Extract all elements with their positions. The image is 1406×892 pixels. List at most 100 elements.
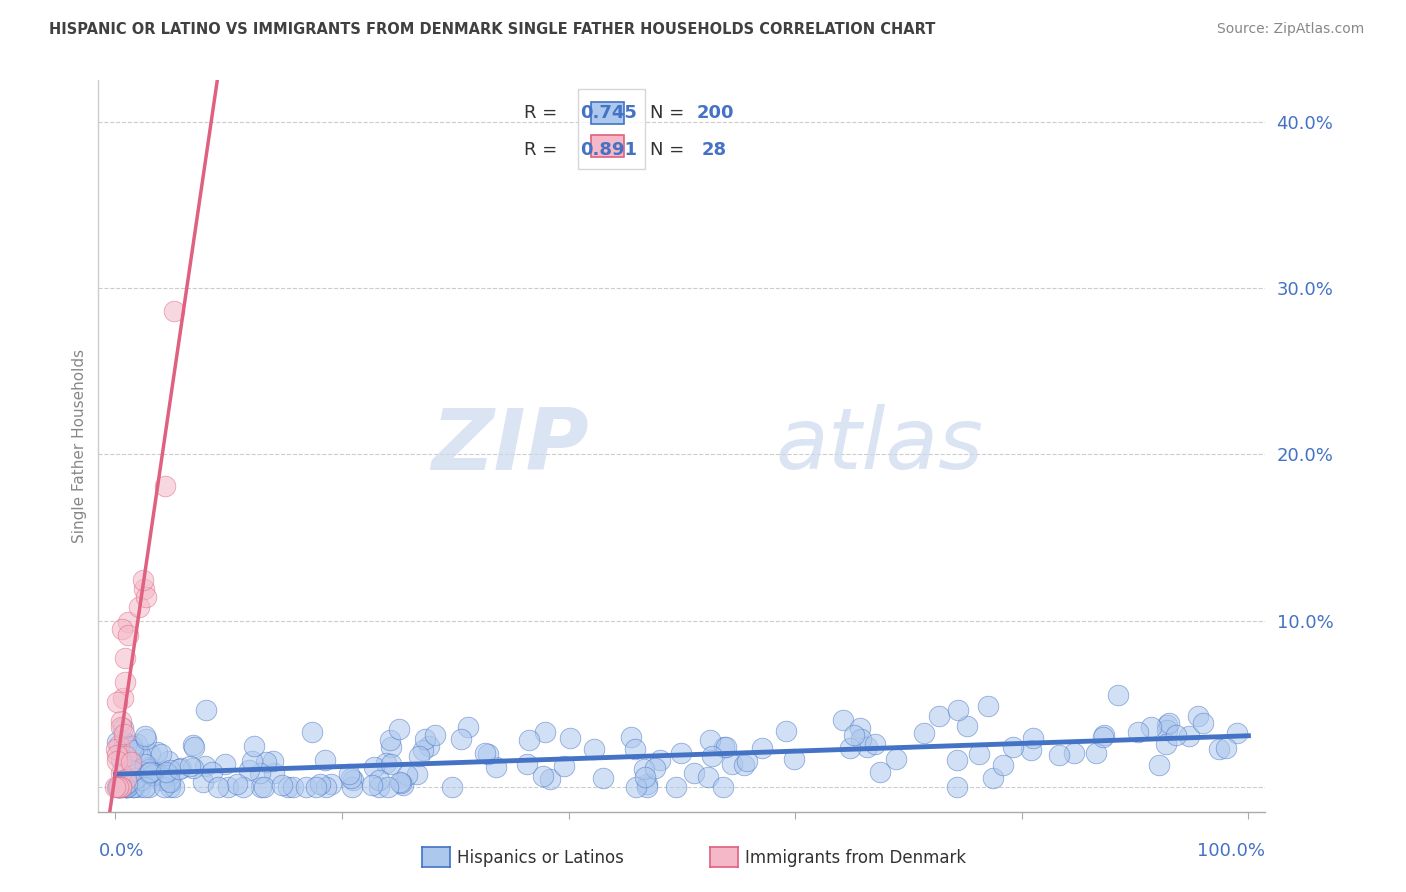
Point <box>538 772 561 786</box>
Text: N =: N = <box>651 141 690 159</box>
Point <box>1126 724 1149 739</box>
Point <box>713 739 735 754</box>
Point <box>153 479 176 493</box>
Point <box>592 771 614 785</box>
Point <box>134 757 156 772</box>
Point <box>912 726 935 740</box>
Point <box>928 709 950 723</box>
Point <box>283 780 305 794</box>
Point <box>115 776 138 790</box>
Y-axis label: Single Father Households: Single Father Households <box>72 349 87 543</box>
Point <box>250 780 273 794</box>
Point <box>1019 743 1042 757</box>
Point <box>1156 723 1178 737</box>
Text: Immigrants from Denmark: Immigrants from Denmark <box>745 849 966 867</box>
Text: 28: 28 <box>702 141 727 159</box>
Point <box>121 760 143 774</box>
Point <box>295 780 318 794</box>
Point <box>107 780 129 794</box>
Point <box>783 752 806 766</box>
Point <box>110 754 132 768</box>
Point <box>207 780 229 794</box>
Point <box>107 780 129 794</box>
Point <box>132 764 155 779</box>
Point <box>111 690 134 705</box>
Point <box>683 766 706 780</box>
Point <box>163 304 186 318</box>
Point <box>217 780 239 794</box>
Point <box>560 731 582 745</box>
Point <box>115 780 138 794</box>
Point <box>392 778 415 792</box>
Point <box>1192 715 1215 730</box>
Point <box>517 733 540 747</box>
Point <box>145 765 167 780</box>
Point <box>516 757 538 772</box>
Point <box>170 761 193 775</box>
Point <box>315 780 337 794</box>
Point <box>714 739 737 754</box>
Point <box>110 780 132 794</box>
Point <box>112 721 135 735</box>
Point <box>711 780 734 794</box>
Point <box>108 780 131 794</box>
Point <box>159 763 181 777</box>
Point <box>138 766 160 780</box>
Point <box>117 780 139 794</box>
Point <box>363 760 385 774</box>
Point <box>162 780 184 794</box>
Text: HISPANIC OR LATINO VS IMMIGRANTS FROM DENMARK SINGLE FATHER HOUSEHOLDS CORRELATI: HISPANIC OR LATINO VS IMMIGRANTS FROM DE… <box>49 22 935 37</box>
Text: 200: 200 <box>697 104 734 122</box>
Text: Source: ZipAtlas.com: Source: ZipAtlas.com <box>1216 22 1364 37</box>
Point <box>156 755 179 769</box>
Point <box>855 739 877 754</box>
Point <box>636 777 658 791</box>
Point <box>851 732 873 747</box>
Point <box>114 739 136 754</box>
Point <box>1215 740 1237 755</box>
Point <box>179 759 201 773</box>
Point <box>128 600 150 615</box>
Point <box>305 780 328 794</box>
Point <box>271 778 294 792</box>
Point <box>105 748 128 763</box>
Point <box>159 780 181 794</box>
Point <box>108 738 131 752</box>
Point <box>121 764 143 778</box>
Point <box>620 730 643 744</box>
Point <box>110 780 132 794</box>
Point <box>156 767 179 781</box>
Point <box>395 768 418 782</box>
Point <box>114 674 136 689</box>
Point <box>114 780 136 794</box>
Text: Hispanics or Latinos: Hispanics or Latinos <box>457 849 624 867</box>
Point <box>135 590 157 604</box>
Point <box>155 765 177 780</box>
Point <box>993 757 1015 772</box>
Point <box>314 753 336 767</box>
Point <box>301 725 323 739</box>
Point <box>309 777 332 791</box>
Text: R =: R = <box>524 141 564 159</box>
Point <box>425 728 447 742</box>
Point <box>181 738 204 752</box>
Point <box>869 765 891 780</box>
Point <box>388 775 411 789</box>
Point <box>157 774 180 789</box>
Point <box>477 747 499 761</box>
Point <box>700 748 723 763</box>
Point <box>981 771 1004 785</box>
Point <box>375 756 398 771</box>
Point <box>157 768 180 782</box>
Point <box>977 699 1000 714</box>
Legend: , : , <box>578 89 645 169</box>
Point <box>110 780 132 794</box>
Point <box>1208 742 1230 756</box>
Point <box>1159 716 1181 731</box>
Point <box>262 755 284 769</box>
Point <box>115 748 138 763</box>
Point <box>408 749 430 764</box>
Point <box>474 746 496 760</box>
Point <box>104 780 127 794</box>
Point <box>1047 748 1070 763</box>
